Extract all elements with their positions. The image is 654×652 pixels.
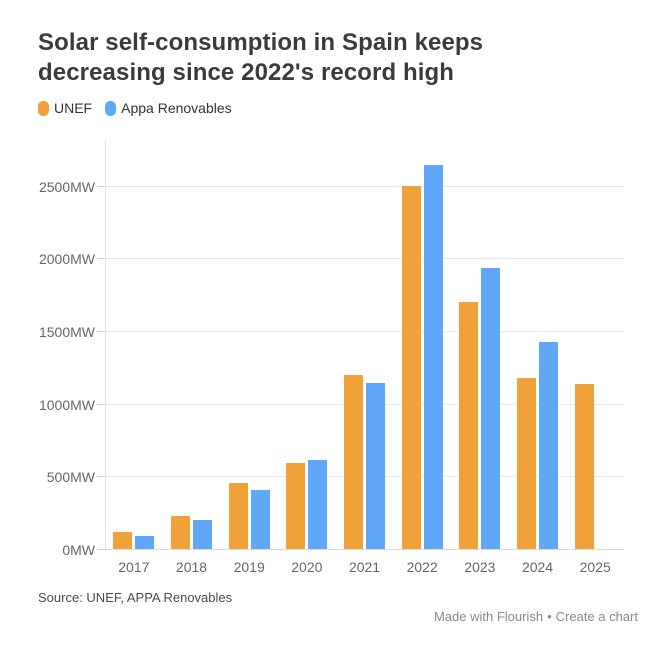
x-axis-line [105, 549, 624, 550]
legend-item-unef[interactable]: UNEF [38, 100, 92, 116]
y-axis-label-500: 500MW [46, 469, 95, 486]
create-a-chart-link[interactable]: Create a chart [555, 609, 638, 624]
x-axis-label-2022: 2022 [406, 559, 438, 575]
gridline-1000 [105, 403, 624, 405]
y-tick-0 [97, 549, 105, 550]
made-with-flourish-link[interactable]: Made with Flourish [433, 609, 544, 624]
chart-page: Solar self-consumption in Spain keeps de… [38, 28, 640, 624]
bar-unef-2021[interactable] [344, 375, 364, 550]
appa-color-swatch [105, 100, 117, 116]
bar-appa-renovables-2018[interactable] [193, 520, 212, 550]
x-axis-label-2017: 2017 [118, 559, 150, 575]
y-axis-line [105, 139, 106, 550]
y-axis-label-2000: 2000MW [38, 251, 95, 268]
legend-item-appa[interactable]: Appa Renovables [105, 100, 232, 116]
bar-unef-2025[interactable] [574, 384, 594, 550]
y-axis-label-2500: 2500MW [38, 178, 95, 195]
bar-group-2020 [278, 139, 336, 550]
x-axis-label-2024: 2024 [521, 559, 554, 575]
y-tick-1500 [97, 330, 105, 332]
bar-appa-renovables-2024[interactable] [539, 341, 559, 550]
title-line-2: decreasing since 2022's record high [38, 59, 455, 86]
legend-label-unef: UNEF [54, 100, 93, 116]
y-axis-label-1000: 1000MW [38, 396, 95, 413]
x-axis-label-2018: 2018 [175, 559, 208, 575]
bar-appa-renovables-2020[interactable] [308, 459, 328, 550]
bar-unef-2023[interactable] [459, 301, 479, 550]
credit-separator: • [547, 609, 552, 624]
bar-unef-2017[interactable] [113, 532, 133, 550]
bar-group-2019 [220, 139, 278, 550]
bar-appa-renovables-2021[interactable] [366, 382, 386, 550]
x-axis-label-2019: 2019 [233, 559, 265, 575]
bar-group-2024 [509, 139, 567, 550]
bar-group-2017 [105, 139, 163, 550]
x-axis-label-2023: 2023 [464, 559, 496, 575]
y-axis-label-0: 0MW [62, 542, 95, 558]
page-title: Solar self-consumption in Spain keeps de… [38, 28, 640, 88]
bar-appa-renovables-2019[interactable] [250, 490, 270, 550]
bar-group-2018 [163, 139, 221, 550]
y-tick-2500 [97, 185, 105, 187]
x-axis-label-2020: 2020 [291, 559, 323, 575]
bar-unef-2022[interactable] [401, 185, 421, 550]
gridline-500 [105, 476, 624, 478]
flourish-credit: Made with Flourish • Create a chart [38, 609, 638, 624]
bar-group-2022 [393, 139, 451, 550]
bar-unef-2019[interactable] [228, 483, 248, 550]
y-axis-label-1500: 1500MW [38, 323, 95, 340]
y-tick-500 [97, 476, 105, 478]
legend-label-appa: Appa Renovables [121, 100, 232, 116]
gridline-2500 [105, 185, 624, 187]
source-note: Source: UNEF, APPA Renovables [38, 590, 233, 605]
bar-appa-renovables-2022[interactable] [423, 164, 443, 550]
y-tick-2000 [97, 258, 105, 260]
bar-group-2021 [336, 139, 394, 550]
gridline-1500 [105, 330, 624, 332]
title-line-1: Solar self-consumption in Spain keeps [38, 29, 484, 56]
bar-unef-2018[interactable] [171, 515, 190, 550]
x-axis-labels: 2017 2018 2019 2020 2021 2022 2023 2024 2025 [105, 559, 624, 575]
plot-area: 0MW 500MW 1000MW 1500MW 2000MW 2500MW [39, 139, 624, 558]
y-tick-1000 [97, 403, 105, 405]
bar-group-2025 [566, 139, 624, 550]
bar-unef-2020[interactable] [286, 463, 306, 550]
bar-chart: 0MW 500MW 1000MW 1500MW 2000MW 2500MW 2017 201… [38, 139, 640, 575]
unef-color-swatch [38, 100, 49, 116]
bars-row [105, 139, 624, 550]
x-axis-label-2021: 2021 [348, 559, 381, 575]
bar-appa-renovables-2023[interactable] [481, 267, 501, 550]
bar-unef-2024[interactable] [517, 378, 537, 550]
gridline-2000 [105, 258, 624, 260]
x-axis-label-2025: 2025 [579, 559, 611, 575]
bar-group-2023 [451, 139, 509, 550]
legend: UNEF Appa Renovables [38, 100, 640, 116]
bar-appa-renovables-2017[interactable] [135, 535, 155, 550]
